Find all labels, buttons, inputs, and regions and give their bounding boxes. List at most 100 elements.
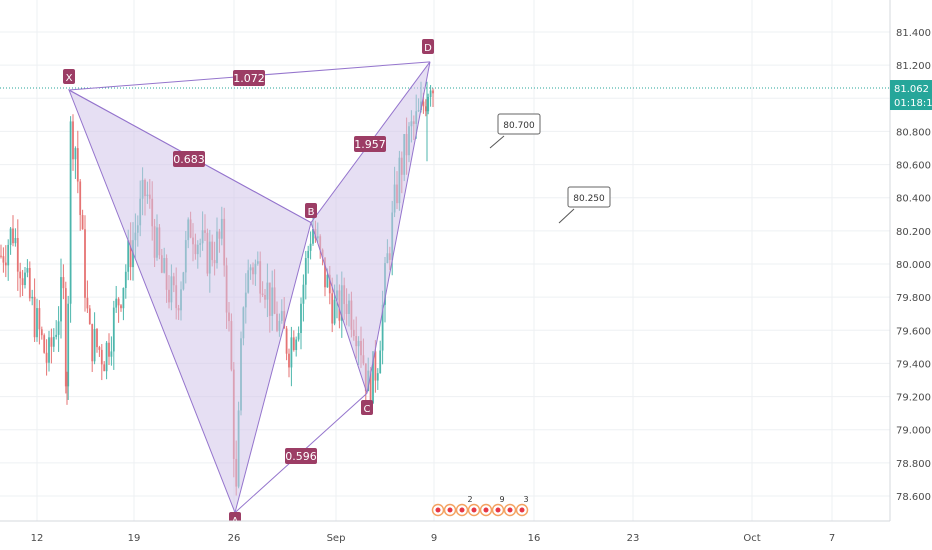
event-marker-dot	[459, 507, 465, 513]
price-tick-label: 79.200	[896, 393, 931, 404]
candle-body	[297, 333, 300, 340]
candle-body	[422, 101, 425, 107]
event-marker-count: 3	[523, 495, 528, 504]
price-tick-label: 80.600	[896, 161, 931, 172]
event-markers[interactable]: 2 9 3	[431, 495, 529, 517]
pattern-point-b-badge	[305, 203, 317, 218]
candle-body	[312, 229, 314, 244]
candle-body	[331, 293, 334, 324]
candle-body	[16, 237, 19, 272]
pattern-point-d-label: D	[424, 43, 432, 54]
event-marker-dot	[519, 507, 525, 513]
candle-body	[307, 250, 310, 259]
candle-body	[304, 258, 307, 285]
time-tick-label: Sep	[327, 533, 346, 544]
price-callouts[interactable]: 80.700 80.250	[489, 113, 611, 224]
price-tick-label: 78.800	[896, 459, 931, 470]
price-tick-label: 80.400	[896, 194, 931, 205]
candle-body	[57, 321, 60, 335]
candle-body	[21, 278, 24, 286]
candle-body	[2, 256, 5, 263]
candle-body	[38, 308, 41, 330]
candle-body	[328, 274, 331, 294]
candle-body	[48, 337, 50, 363]
candle-body	[52, 336, 55, 347]
candle-body	[74, 148, 77, 160]
last-price-label: 81.062	[894, 84, 929, 95]
candle-body	[424, 106, 427, 112]
event-marker-dot	[471, 507, 477, 513]
candle-body	[69, 121, 72, 304]
candle-body	[86, 297, 89, 309]
candle-body	[100, 349, 103, 365]
candle-body	[120, 305, 122, 309]
price-axis[interactable]: 81.400 81.200 80.800 80.600 80.400 80.200 80.0…	[889, 0, 932, 550]
price-tick-label: 80.800	[896, 127, 931, 138]
candle-body	[110, 351, 113, 357]
time-axis-bg	[0, 521, 932, 550]
candle-body	[9, 228, 12, 245]
candle-body	[112, 307, 115, 352]
candle-body	[7, 244, 10, 266]
pattern-point-b-label: B	[308, 207, 315, 218]
candle-body	[0, 255, 2, 257]
pattern-point-c-label: C	[364, 404, 371, 415]
ratio-xd-badge	[233, 70, 265, 86]
price-tick-label: 81.200	[896, 61, 931, 72]
pattern-point-x-badge	[63, 69, 75, 84]
candle-body	[19, 271, 22, 279]
candle-body	[28, 267, 31, 299]
ratio-xb-label: 0.683	[173, 153, 205, 166]
candle-body	[108, 342, 110, 357]
candle-body	[96, 329, 98, 348]
candle-body	[285, 328, 288, 354]
ratio-ac-badge	[285, 448, 317, 464]
candle-body	[36, 308, 38, 338]
candle-body	[79, 181, 82, 216]
last-price-tag	[890, 80, 932, 111]
time-tick-label: Oct	[743, 533, 760, 544]
candle-body	[55, 334, 58, 337]
candle-body	[288, 353, 290, 368]
candle-body	[26, 267, 29, 273]
callout-box	[567, 186, 611, 208]
candle-body	[72, 121, 74, 160]
event-marker-dot	[483, 507, 489, 513]
time-tick-label: 23	[627, 533, 640, 544]
callout-label: 80.700	[503, 121, 535, 131]
candle-body	[45, 352, 48, 363]
candle-body	[372, 351, 374, 404]
candle-body	[290, 337, 293, 368]
time-tick-label: 26	[228, 533, 241, 544]
candle-body	[76, 148, 79, 182]
event-marker-count: 9	[499, 495, 504, 504]
time-axis[interactable]: 12 19 26 Sep 9 16 23 Oct 7	[0, 520, 932, 550]
time-tick-label: 12	[31, 533, 44, 544]
candle-body	[14, 237, 17, 244]
candle-body	[300, 303, 302, 334]
ratio-xb-badge	[173, 151, 205, 167]
candle-body	[62, 277, 65, 289]
price-tick-label: 79.400	[896, 359, 931, 370]
price-tick-label: 81.400	[896, 28, 931, 39]
callout-box	[497, 113, 541, 135]
event-marker-dot	[507, 507, 513, 513]
candle-body	[93, 329, 96, 362]
candle-body	[427, 96, 430, 112]
candle-body	[432, 90, 434, 94]
candle-body	[12, 228, 14, 244]
candle-body	[103, 364, 106, 372]
candle-body	[324, 257, 326, 288]
pattern-point-x-label: X	[66, 73, 73, 84]
ratio-ac-label: 0.596	[285, 450, 317, 463]
candle-body	[105, 342, 108, 372]
candle-body	[379, 350, 382, 374]
candle-body	[129, 240, 132, 268]
candle-body	[117, 298, 120, 306]
pattern-triangle-bcd	[310, 61, 431, 394]
candle-body	[369, 370, 372, 404]
event-marker-dot	[435, 507, 441, 513]
